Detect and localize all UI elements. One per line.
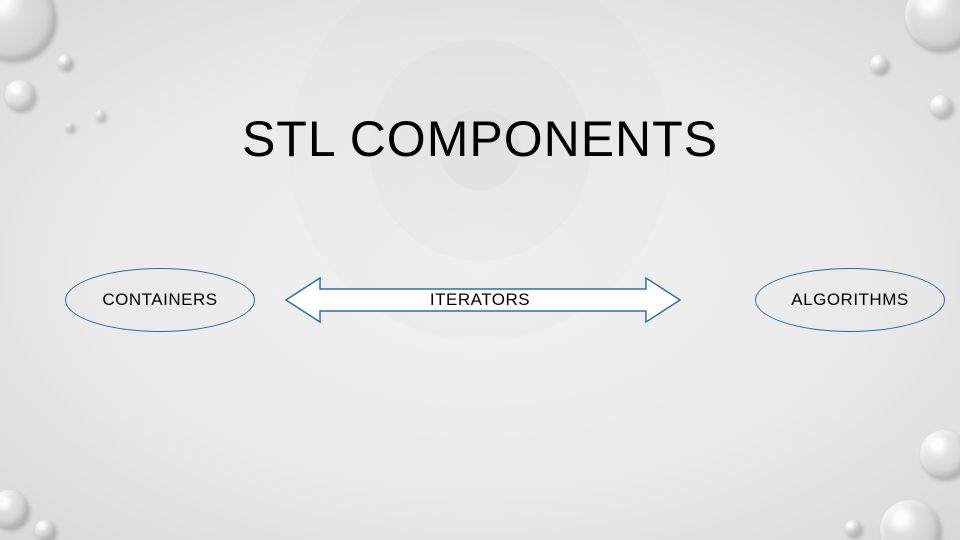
node-label-iterators: ITERATORS bbox=[360, 290, 600, 310]
node-label-algorithms: ALGORITHMS bbox=[730, 290, 960, 310]
node-label-containers: CONTAINERS bbox=[40, 290, 280, 310]
